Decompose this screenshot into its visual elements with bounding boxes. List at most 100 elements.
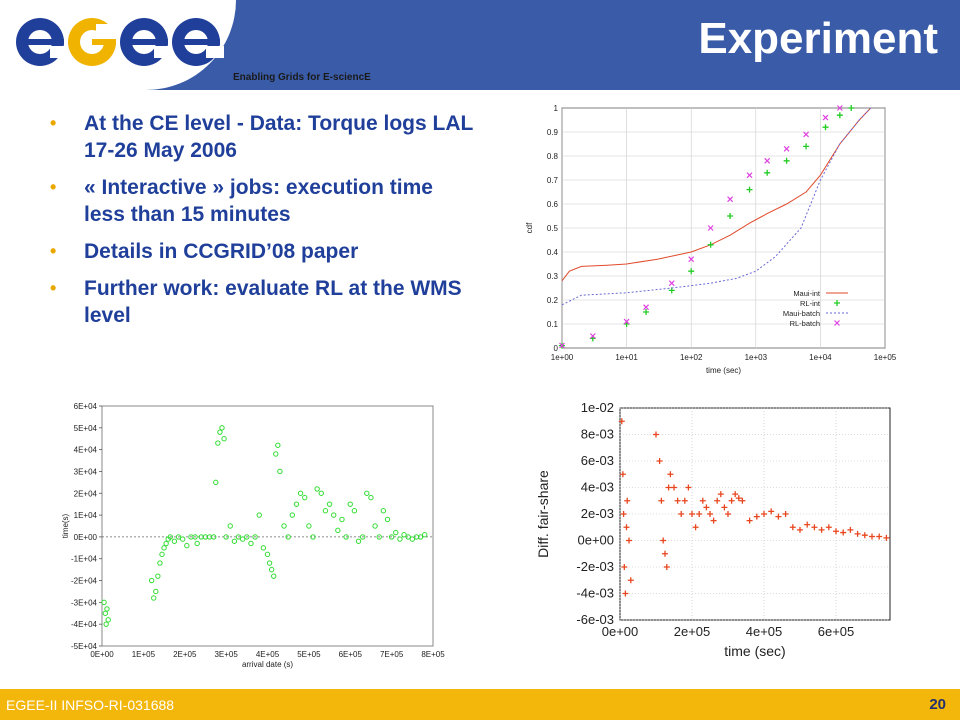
data-point <box>761 511 767 517</box>
cdf-chart: 1e+00 1e+01 1e+02 1e+03 1e+04 1e+05 0 0.1 0.2 0.3… <box>525 104 897 375</box>
y-tick-label: 5E+04 <box>74 424 98 433</box>
x-tick-label: 1e+03 <box>745 353 768 362</box>
y-tick-label: 0.4 <box>547 248 559 257</box>
y-tick-label: 0.5 <box>547 224 559 233</box>
data-point <box>643 309 650 315</box>
data-point <box>725 511 731 517</box>
y-axis-label: time(s) <box>61 513 70 538</box>
egee-logo <box>16 18 224 66</box>
data-point <box>368 494 374 501</box>
data-point <box>351 508 358 514</box>
data-point <box>159 551 165 558</box>
header-bar: Enabling Grids for E-sciencE Experiment <box>0 0 960 90</box>
data-point <box>688 268 695 275</box>
data-point <box>589 333 596 339</box>
data-point <box>372 523 378 529</box>
y-tick-label: 0.1 <box>547 320 559 329</box>
data-point <box>213 479 219 486</box>
arrival-scatter-figure: 0E+00 1E+05 2E+05 3E+05 4E+05 5E+05 6E+05 7E+05… <box>58 394 446 670</box>
data-point <box>692 524 699 531</box>
data-point <box>171 538 178 544</box>
data-point <box>653 431 659 438</box>
data-point <box>194 540 200 547</box>
arrival-scatter-chart: 0E+00 1E+05 2E+05 3E+05 4E+05 5E+05 6E+05 7E+05… <box>61 402 445 669</box>
y-tick-label: -2e-03 <box>576 559 614 574</box>
y-tick-label: 0e+00 <box>577 533 614 548</box>
data-point <box>103 621 109 627</box>
data-point <box>314 486 320 492</box>
data-point <box>797 526 803 533</box>
x-tick-label: 1e+00 <box>551 353 574 362</box>
y-axis-label: cdf <box>525 222 534 233</box>
y-tick-label: 2E+04 <box>74 489 98 498</box>
bullet-list: At the CE level - Data: Torque logs LAL … <box>44 110 474 339</box>
data-point <box>355 538 362 544</box>
data-point <box>678 511 685 517</box>
data-point <box>833 528 839 535</box>
logo-letter-e3 <box>172 18 224 66</box>
data-point <box>643 304 649 311</box>
data-point <box>861 532 868 539</box>
data-point <box>227 523 233 529</box>
data-point <box>281 523 287 529</box>
y-tick-label: 4E+04 <box>74 446 98 455</box>
data-point <box>277 468 283 475</box>
data-point <box>847 526 854 533</box>
y-axis-label: Diff. fair-share <box>535 470 551 558</box>
x-tick-label: 1E+05 <box>132 650 156 659</box>
data-point <box>175 534 182 540</box>
data-point <box>559 342 565 349</box>
data-point <box>623 318 630 325</box>
x-tick-label: 0e+00 <box>602 624 639 639</box>
bullet-item: Further work: evaluate RL at the WMS lev… <box>44 275 474 329</box>
y-tick-label: 1E+04 <box>74 511 98 520</box>
x-axis-label: time (sec) <box>724 643 785 659</box>
data-point <box>343 534 349 540</box>
data-point <box>685 484 692 491</box>
y-tick-label: 0.7 <box>547 176 559 185</box>
data-point <box>148 577 155 584</box>
y-tick-label: 1 <box>554 104 559 113</box>
data-point <box>151 595 157 601</box>
data-point <box>717 491 724 498</box>
x-tick-label: 4E+05 <box>256 650 280 659</box>
y-tick-label: 0 <box>554 344 559 353</box>
data-point <box>688 256 695 263</box>
data-point <box>219 425 225 431</box>
data-point <box>663 564 670 570</box>
data-point <box>840 529 847 536</box>
data-point <box>268 566 275 573</box>
y-tick-label: 0E+00 <box>74 533 98 542</box>
y-tick-label: 0.8 <box>547 152 559 161</box>
data-point <box>707 241 714 248</box>
x-tick-label: 6E+05 <box>339 650 363 659</box>
bullet-item: « Interactive » jobs: execution time les… <box>44 174 474 228</box>
data-point <box>157 560 163 566</box>
data-point <box>622 590 629 597</box>
x-tick-label: 2e+05 <box>674 624 711 639</box>
data-point <box>293 501 300 507</box>
data-point <box>401 532 407 538</box>
tagline: Enabling Grids for E-sciencE <box>233 72 371 83</box>
data-point <box>339 516 345 523</box>
data-point <box>364 490 370 496</box>
data-point <box>703 504 710 511</box>
legend-label: Maui-int <box>793 289 821 298</box>
x-tick-label: 4e+05 <box>746 624 783 639</box>
data-point <box>775 513 782 520</box>
data-point <box>782 511 789 517</box>
page-number: 20 <box>929 696 946 713</box>
data-point <box>306 523 312 529</box>
data-point <box>101 599 107 606</box>
data-point <box>318 490 324 496</box>
x-axis-label: time (sec) <box>706 366 741 375</box>
data-point <box>266 560 273 566</box>
data-point <box>161 545 167 551</box>
legend-swatch <box>834 300 840 306</box>
data-point <box>393 529 399 536</box>
data-point <box>804 521 811 528</box>
data-point <box>256 512 262 518</box>
data-point <box>167 534 173 540</box>
data-point <box>764 157 771 164</box>
data-point <box>689 511 695 517</box>
